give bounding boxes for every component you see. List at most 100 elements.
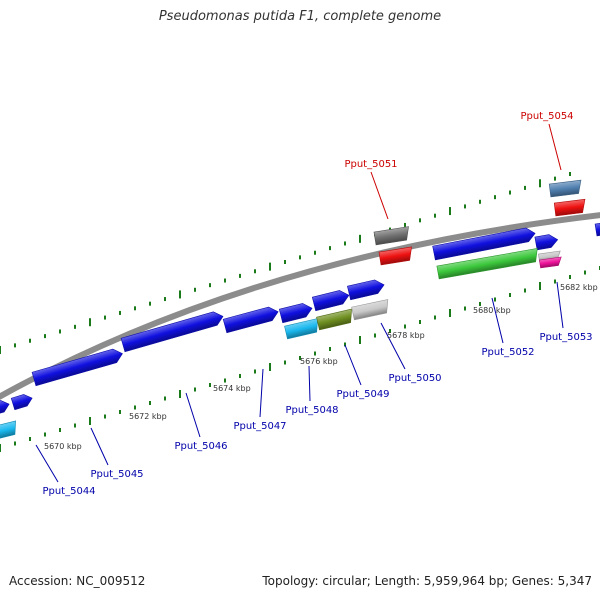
label-leader-line	[344, 344, 362, 386]
gc-dot	[329, 347, 331, 351]
gene-feature[interactable]	[0, 420, 19, 441]
gc-dot	[419, 320, 421, 324]
gene-feature[interactable]	[378, 246, 414, 266]
gc-dot	[14, 441, 16, 446]
gene-label[interactable]: Pput_5050	[388, 373, 441, 384]
gene-feature[interactable]	[316, 308, 355, 331]
gc-dot	[359, 336, 361, 344]
gene-features	[0, 179, 600, 441]
gc-dot	[389, 329, 391, 333]
gene-feature[interactable]	[10, 392, 34, 411]
label-leader-line	[308, 365, 311, 402]
gene-feature[interactable]	[534, 233, 559, 251]
gc-dot	[254, 369, 256, 374]
gene-label[interactable]: Pput_5054	[520, 111, 573, 122]
gc-dot	[344, 241, 346, 246]
accession-text: Accession: NC_009512	[9, 574, 146, 588]
gc-dot	[434, 315, 436, 320]
gc-dot	[479, 302, 481, 306]
gc-dot	[119, 410, 121, 414]
tick-label: 5678 kbp	[387, 331, 425, 340]
gene-feature[interactable]	[351, 299, 391, 321]
gene-label[interactable]: Pput_5046	[174, 441, 227, 452]
gc-dot	[299, 356, 301, 360]
label-leader-line	[556, 281, 564, 329]
gene-label[interactable]: Pput_5049	[336, 389, 389, 400]
gene-feature[interactable]	[594, 222, 600, 237]
gene-label[interactable]: Pput_5045	[90, 469, 143, 480]
gc-dot	[89, 417, 91, 425]
gene-label[interactable]: Pput_5047	[233, 421, 286, 432]
gc-dot	[554, 279, 556, 284]
gene-feature[interactable]	[120, 310, 225, 353]
label-leader-line	[259, 368, 264, 418]
gc-dot	[344, 342, 346, 347]
gc-dot	[0, 346, 1, 354]
label-leader-line	[35, 444, 59, 483]
gc-dot	[314, 351, 316, 356]
gc-dot	[104, 414, 106, 419]
label-leader-line	[380, 322, 406, 370]
gene-feature[interactable]	[548, 179, 582, 198]
gene-feature[interactable]	[539, 256, 562, 269]
tick-labels: 5670 kbp 5672 kbp 5674 kbp 5676 kbp 5678 kbp…	[44, 283, 598, 451]
gc-dot	[89, 318, 91, 327]
gc-dot	[44, 334, 46, 339]
label-leader-lines	[35, 123, 564, 483]
label-leader-line	[185, 392, 201, 438]
tick-label: 5674 kbp	[213, 384, 251, 393]
gene-feature[interactable]	[373, 226, 411, 246]
gc-dot	[404, 222, 406, 227]
gc-dot	[179, 290, 181, 299]
gc-dot	[539, 179, 541, 188]
gc-dot	[209, 283, 211, 288]
gc-dot	[554, 176, 556, 181]
gene-label[interactable]: Pput_5052	[481, 347, 534, 358]
gene-feature[interactable]	[553, 198, 586, 217]
gc-dot	[524, 288, 526, 293]
gc-dot	[14, 343, 16, 348]
tick-label: 5672 kbp	[129, 412, 167, 421]
label-leader-line	[491, 297, 504, 344]
gc-dot	[119, 310, 121, 315]
gc-track-inner	[0, 266, 600, 452]
gc-dot	[404, 324, 406, 329]
gc-dot	[494, 297, 496, 302]
gene-feature[interactable]	[222, 305, 280, 334]
gene-feature[interactable]	[436, 248, 540, 280]
gene-feature[interactable]	[284, 318, 321, 340]
gc-dot	[134, 306, 136, 311]
gc-dot	[74, 423, 76, 428]
gene-feature[interactable]	[347, 278, 385, 301]
tick-label: 5670 kbp	[44, 442, 82, 451]
gc-dot	[479, 199, 481, 204]
gc-dot	[419, 218, 421, 223]
gc-dot	[29, 338, 31, 343]
gc-dot	[434, 213, 436, 218]
gc-dot	[59, 329, 61, 334]
gene-label[interactable]: Pput_5044	[42, 486, 95, 497]
gc-dot	[359, 234, 361, 243]
gc-dot	[29, 437, 31, 441]
gene-label[interactable]: Pput_5048	[285, 405, 338, 416]
gc-dot	[494, 195, 496, 200]
gc-dot	[269, 363, 271, 371]
gene-label[interactable]: Pput_5053	[539, 332, 592, 343]
map-title: Pseudomonas putida F1, complete genome	[158, 9, 442, 24]
gc-dot	[314, 250, 316, 255]
gene-feature[interactable]	[31, 347, 124, 387]
gene-feature[interactable]	[432, 226, 537, 261]
gc-dot	[239, 273, 241, 278]
gene-label[interactable]: Pput_5051	[344, 159, 397, 170]
gene-feature[interactable]	[311, 288, 350, 312]
gc-dot	[149, 301, 151, 306]
gc-dot	[44, 432, 46, 437]
gene-feature[interactable]	[0, 398, 11, 417]
gene-feature[interactable]	[278, 301, 313, 324]
gc-dot	[194, 387, 196, 392]
gc-dot	[284, 360, 286, 365]
label-leader-line	[548, 123, 562, 171]
gc-dot	[464, 204, 466, 209]
gene-labels[interactable]: Pput_5044 Pput_5045 Pput_5046 Pput_5047 Pput…	[42, 111, 592, 497]
